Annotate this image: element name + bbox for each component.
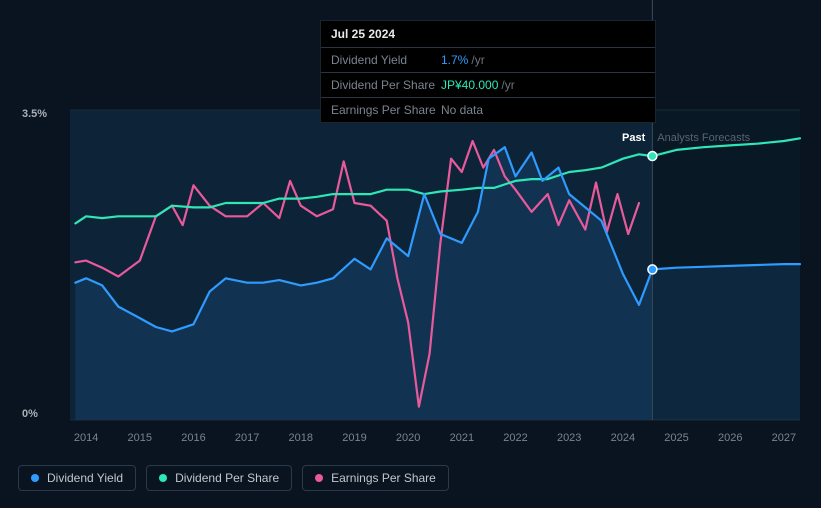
toggle-forecast[interactable]: Analysts Forecasts — [657, 132, 750, 144]
tooltip-row-value: JP¥40.000/yr — [441, 78, 645, 92]
chart-legend: Dividend Yield Dividend Per Share Earnin… — [18, 465, 449, 491]
tooltip-row-value: 1.7%/yr — [441, 53, 645, 67]
x-axis-label: 2024 — [611, 432, 635, 444]
toggle-past[interactable]: Past — [622, 132, 645, 144]
x-axis-label: 2018 — [289, 432, 313, 444]
tooltip-date: Jul 25 2024 — [321, 21, 655, 48]
chart-tooltip: Jul 25 2024 Dividend Yield1.7%/yrDividen… — [320, 20, 656, 123]
x-axis-label: 2016 — [181, 432, 205, 444]
series-marker-dividend-yield — [648, 265, 657, 274]
x-axis-label: 2022 — [503, 432, 527, 444]
tooltip-row-label: Dividend Per Share — [331, 78, 441, 92]
tooltip-row: Dividend Per ShareJP¥40.000/yr — [321, 73, 655, 98]
x-axis-label: 2023 — [557, 432, 581, 444]
legend-earnings-per-share[interactable]: Earnings Per Share — [302, 465, 449, 491]
tooltip-row: Earnings Per ShareNo data — [321, 98, 655, 122]
legend-label: Earnings Per Share — [331, 471, 436, 485]
dividend-chart: Jul 25 2024 Dividend Yield1.7%/yrDividen… — [0, 0, 821, 508]
y-axis-max-label: 3.5% — [22, 108, 47, 120]
chart-toggle: Past Analysts Forecasts — [622, 132, 750, 144]
legend-dot-icon — [159, 474, 167, 482]
x-axis-label: 2020 — [396, 432, 420, 444]
legend-dot-icon — [315, 474, 323, 482]
x-axis-label: 2025 — [664, 432, 688, 444]
x-axis-label: 2027 — [772, 432, 796, 444]
series-marker-dividend-per-share — [648, 152, 657, 161]
x-axis-label: 2021 — [450, 432, 474, 444]
tooltip-row-label: Earnings Per Share — [331, 103, 441, 117]
legend-dividend-per-share[interactable]: Dividend Per Share — [146, 465, 292, 491]
x-axis-label: 2026 — [718, 432, 742, 444]
legend-dividend-yield[interactable]: Dividend Yield — [18, 465, 136, 491]
x-axis-label: 2014 — [74, 432, 98, 444]
x-axis-label: 2019 — [342, 432, 366, 444]
tooltip-row-label: Dividend Yield — [331, 53, 441, 67]
y-axis-min-label: 0% — [22, 408, 38, 420]
tooltip-row-value: No data — [441, 103, 645, 117]
legend-dot-icon — [31, 474, 39, 482]
x-axis-label: 2015 — [128, 432, 152, 444]
legend-label: Dividend Per Share — [175, 471, 279, 485]
tooltip-row: Dividend Yield1.7%/yr — [321, 48, 655, 73]
x-axis-label: 2017 — [235, 432, 259, 444]
plot-area[interactable] — [70, 110, 800, 420]
legend-label: Dividend Yield — [47, 471, 123, 485]
